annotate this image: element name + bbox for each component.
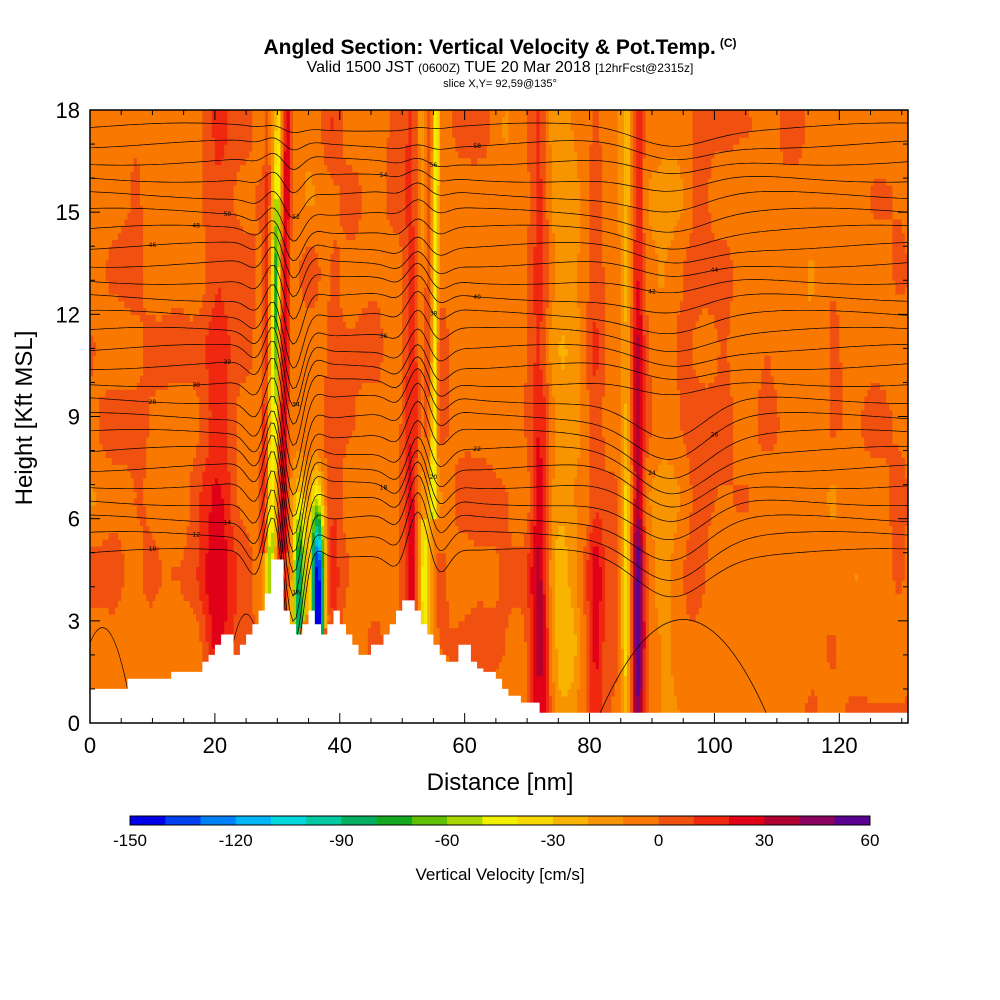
cross-section-chart: 1012141618202224262830323436384042444648… bbox=[0, 0, 1000, 1000]
vertical-velocity-field bbox=[90, 103, 909, 723]
